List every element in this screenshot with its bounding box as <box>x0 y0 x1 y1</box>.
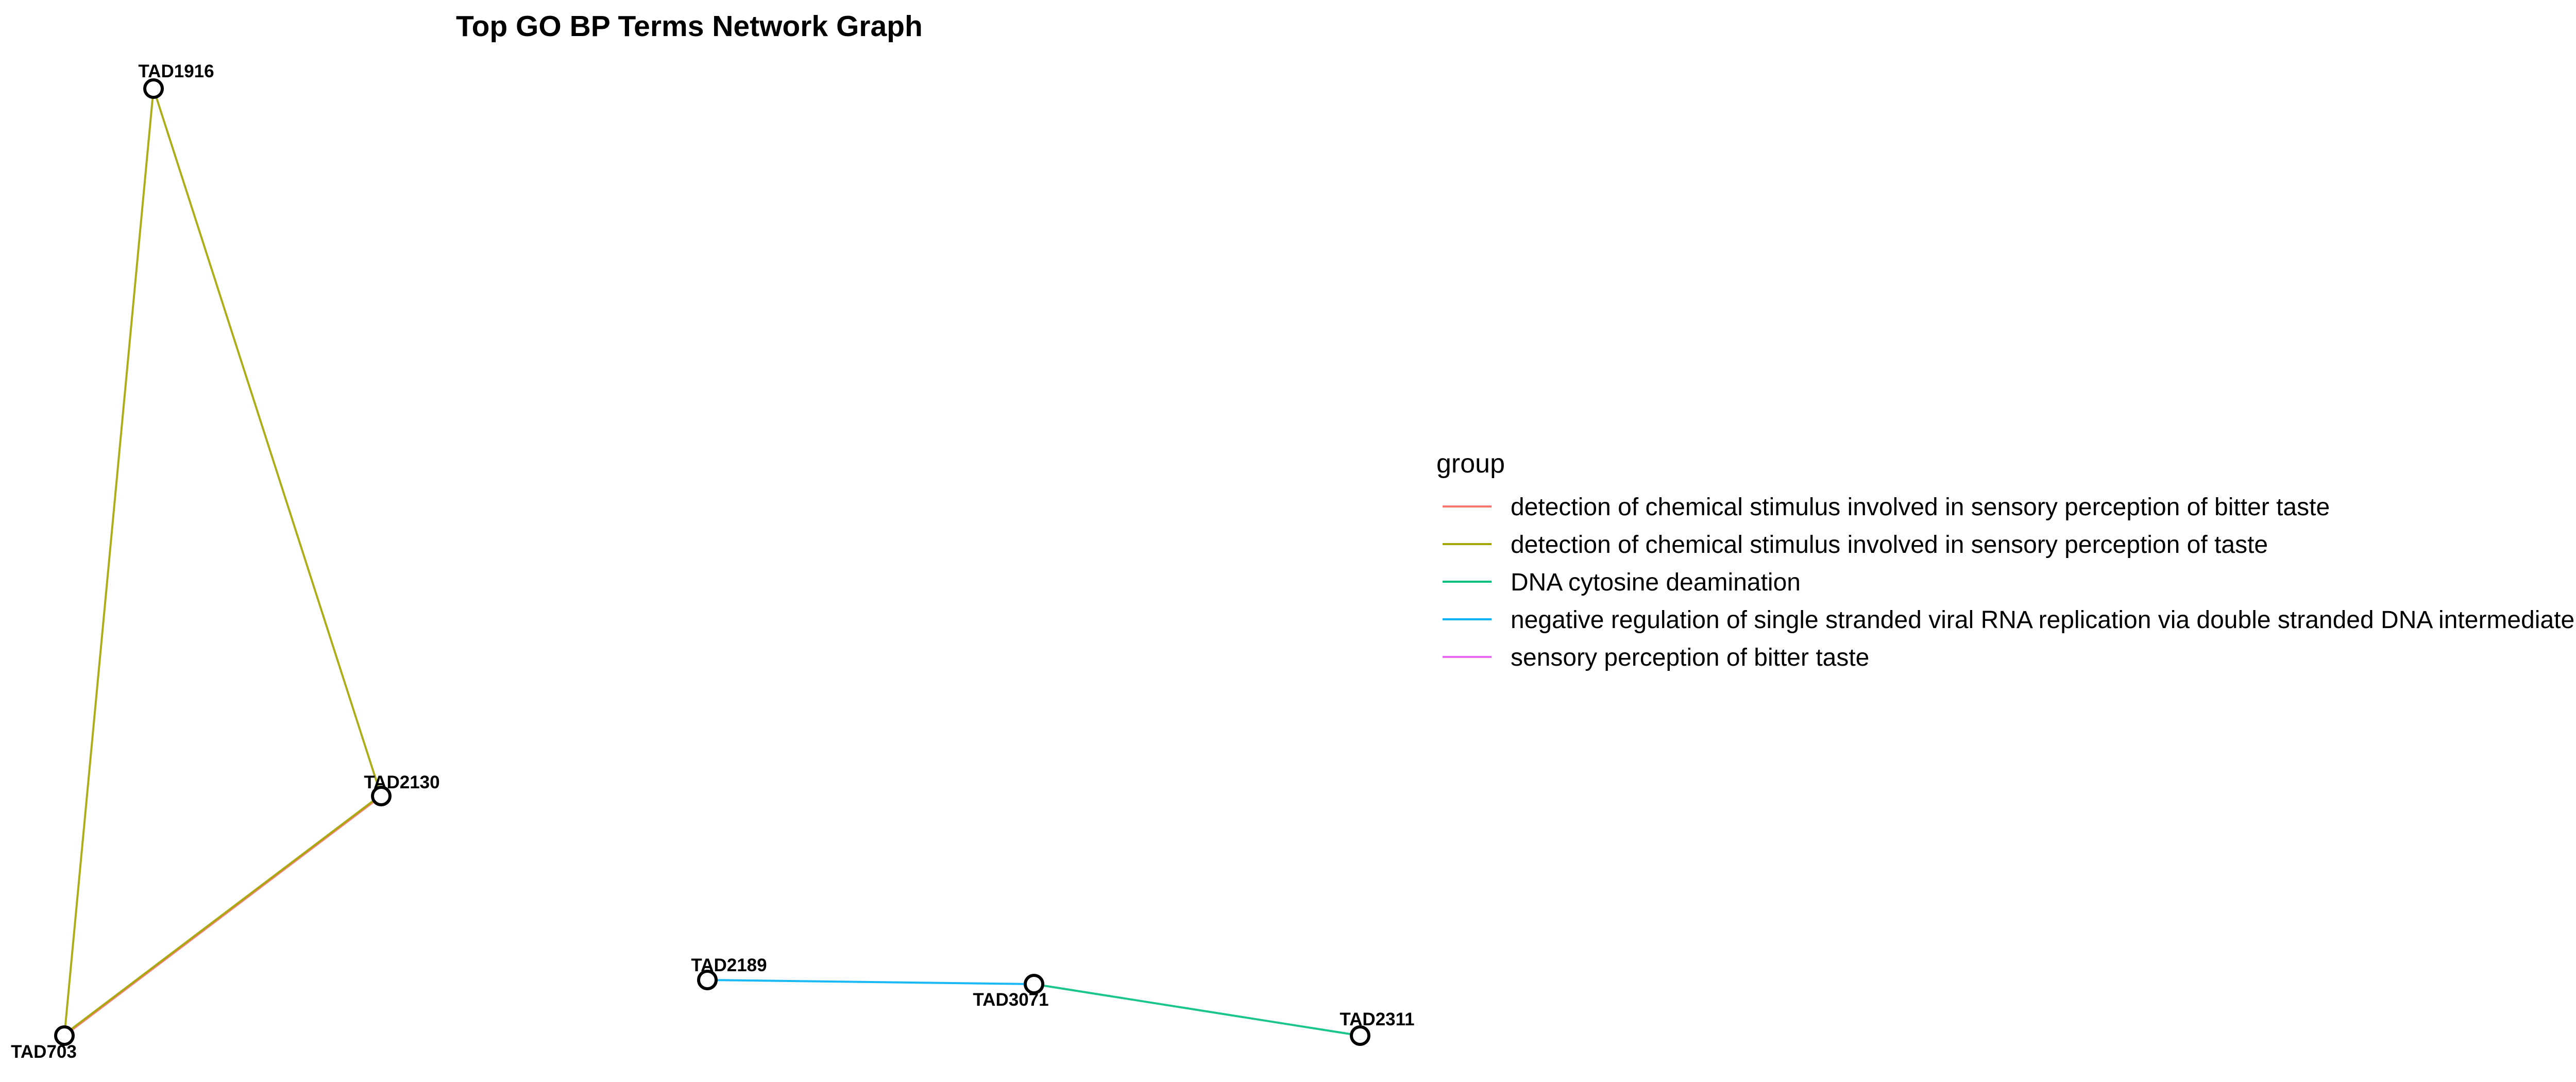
node-TAD2189 <box>697 970 718 990</box>
edge-TAD1916-TAD703 <box>63 88 155 1036</box>
node-TAD1916 <box>143 78 164 99</box>
node-label-TAD3071: TAD3071 <box>973 990 1048 1010</box>
legend-label-4: sensory perception of bitter taste <box>1511 644 1869 671</box>
edge-TAD3071-TAD2311 <box>1033 983 1361 1037</box>
node-TAD2130 <box>371 786 392 806</box>
edge-TAD1916-TAD2130 <box>152 88 382 797</box>
node-label-TAD2311: TAD2311 <box>1340 1009 1414 1029</box>
edge-TAD2130-TAD703 <box>63 794 381 1036</box>
legend-label-3: negative regulation of single stranded v… <box>1511 606 2574 634</box>
legend-label-0: detection of chemical stimulus involved … <box>1511 494 2330 521</box>
legend: group detection of chemical stimulus inv… <box>1436 449 2574 671</box>
legend-label-1: detection of chemical stimulus involved … <box>1511 531 2268 559</box>
node-TAD2311 <box>1350 1025 1370 1046</box>
node-label-TAD2189: TAD2189 <box>691 955 767 975</box>
legend-label-2: DNA cytosine deamination <box>1511 569 1801 596</box>
node-label-TAD1916: TAD1916 <box>138 61 214 81</box>
chart-title: Top GO BP Terms Network Graph <box>456 10 923 43</box>
legend-title: group <box>1436 449 1505 479</box>
node-labels-layer: TAD1916 TAD2130 TAD703 TAD2189 TAD3071 TAD231… <box>11 61 1415 1062</box>
edges-layer <box>63 88 1361 1037</box>
node-TAD3071 <box>1024 974 1044 994</box>
edge-TAD2189-TAD3071 <box>707 979 1035 985</box>
node-TAD703 <box>54 1025 75 1046</box>
node-label-TAD2130: TAD2130 <box>364 772 439 792</box>
node-label-TAD703: TAD703 <box>11 1042 77 1062</box>
nodes-layer <box>54 78 1370 1046</box>
